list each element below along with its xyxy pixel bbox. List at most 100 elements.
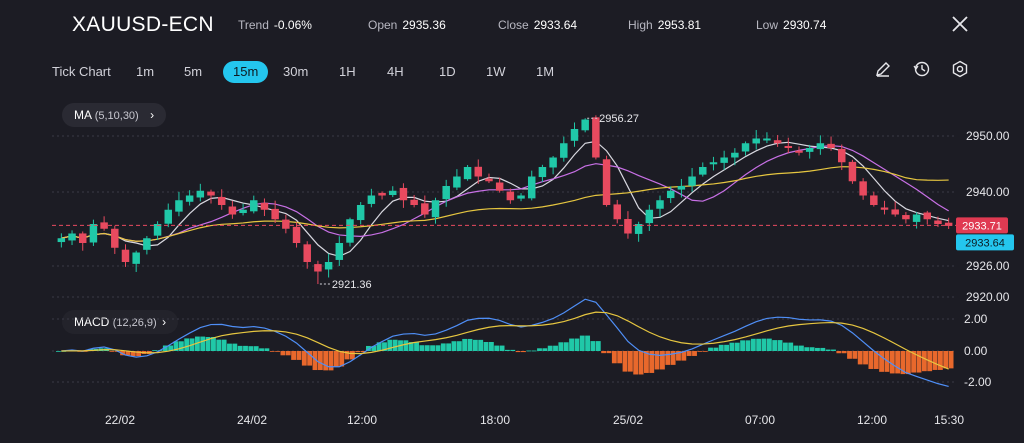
chevron-right-icon: › <box>150 108 155 122</box>
candle-up <box>175 200 183 212</box>
candle-up <box>517 195 525 199</box>
macd-hist-positive <box>483 341 489 351</box>
ma-indicator-pill[interactable]: MA (5,10,30) › <box>62 103 167 127</box>
macd-hist-positive <box>162 345 168 351</box>
candle-up <box>132 252 140 264</box>
candle-down <box>923 212 932 220</box>
ma10-line <box>61 145 949 242</box>
candle-up <box>688 176 696 186</box>
timeframe-5m[interactable]: 5m <box>184 64 203 79</box>
candle-up <box>699 167 707 175</box>
candle-down <box>410 199 418 205</box>
macd-hist-negative <box>916 351 922 373</box>
candle-down <box>421 203 429 215</box>
macd-hist-positive <box>505 349 510 351</box>
macd-hist-negative <box>676 351 681 361</box>
candle-down <box>827 143 835 148</box>
timeframe-1h[interactable]: 1H <box>339 64 356 79</box>
timeframe-1month[interactable]: 1M <box>536 64 555 79</box>
macd-hist-negative <box>360 351 366 353</box>
macd-hist-positive <box>820 347 826 351</box>
candle-up <box>239 209 247 214</box>
last-price-cyan-label: 2933.64 <box>965 237 1005 249</box>
macd-hist-positive <box>553 345 558 351</box>
timeframe-tick-chart[interactable]: Tick Chart <box>52 64 111 79</box>
candle-up <box>431 200 440 218</box>
macd-hist-negative <box>291 351 297 360</box>
macd-hist-positive <box>259 348 264 351</box>
candle-up <box>645 209 654 224</box>
macd-hist-negative <box>633 351 639 375</box>
macd-hist-positive <box>579 335 585 351</box>
candle-up <box>549 157 557 168</box>
macd-hist-positive <box>419 345 425 351</box>
macd-hist-positive <box>237 345 243 351</box>
timeframe-1m[interactable]: 1m <box>136 64 155 79</box>
candle-up <box>196 190 205 198</box>
timeframe-4h[interactable]: 4H <box>387 64 404 79</box>
macd-hist-positive <box>777 340 783 351</box>
candle-down <box>207 191 215 196</box>
candle-up <box>527 176 536 199</box>
macd-hist-negative <box>307 351 313 366</box>
macd-hist-negative <box>702 351 708 352</box>
macd-hist-positive <box>221 339 227 351</box>
timeframe-30m[interactable]: 30m <box>283 64 309 79</box>
candle-down <box>260 202 269 210</box>
candle-down <box>121 249 130 262</box>
macd-hist-negative <box>109 351 115 352</box>
candle-up <box>250 200 258 212</box>
macd-hist-positive <box>825 349 831 351</box>
pencil-icon[interactable] <box>874 60 892 78</box>
timeframe-1w[interactable]: 1W <box>486 64 506 79</box>
macd-hist-positive <box>713 347 719 351</box>
time-axis-label: 18:00 <box>480 413 510 427</box>
macd-hist-negative <box>943 351 949 369</box>
macd-hist-positive <box>793 345 799 351</box>
candle-up <box>816 143 825 150</box>
macd-params: (12,26,9) <box>112 317 157 329</box>
macd-hist-positive <box>168 345 174 351</box>
high-marker-label: 2956.27 <box>599 113 639 125</box>
settings-icon[interactable] <box>951 60 969 78</box>
ma5-line <box>61 140 949 257</box>
macd-hist-positive <box>804 347 810 351</box>
macd-hist-negative <box>836 351 842 354</box>
macd-hist-negative <box>847 351 852 359</box>
macd-hist-negative <box>82 351 88 352</box>
timeframe-bar: Tick Chart 1m 5m 15m 30m 1H 4H 1D 1W 1M <box>0 0 1024 83</box>
time-axis-label: 24/02 <box>237 413 267 427</box>
candle-up <box>57 238 66 243</box>
macd-hist-positive <box>574 338 580 351</box>
candle-down <box>848 161 857 182</box>
candle-down <box>271 208 279 220</box>
candle-down <box>378 192 386 196</box>
macd-hist-positive <box>205 336 211 351</box>
candle-down <box>217 196 226 205</box>
macd-hist-positive <box>766 338 772 351</box>
macd-hist-positive <box>563 342 569 351</box>
time-axis-label: 25/02 <box>613 413 643 427</box>
macd-axis-label: -2.00 <box>964 375 992 389</box>
close-icon[interactable] <box>950 14 970 34</box>
macd-hist-positive <box>264 348 270 351</box>
timeframe-1d[interactable]: 1D <box>439 64 456 79</box>
candle-down <box>613 204 621 220</box>
time-axis-label: 15:30 <box>934 413 964 427</box>
price-chart[interactable]: 2950.00 2940.00 2926.00 2920.00 2.00 0.00 -2.0… <box>0 90 1024 443</box>
timeframe-15m[interactable]: 15m <box>223 61 269 83</box>
macd-hist-positive <box>366 345 371 351</box>
macd-hist-positive <box>403 340 409 351</box>
macd-hist-negative <box>884 351 890 372</box>
candle-up <box>442 186 450 200</box>
macd-hist-positive <box>809 347 815 351</box>
stat-close: Close 2933.64 <box>498 18 578 32</box>
candle-up <box>185 195 194 202</box>
macd-hist-negative <box>275 351 280 352</box>
stat-open: Open 2935.36 <box>368 18 446 32</box>
macd-hist-positive <box>595 341 601 351</box>
macd-hist-positive <box>243 345 248 351</box>
candle-down <box>282 219 290 229</box>
history-icon[interactable] <box>913 60 931 78</box>
macd-hist-negative <box>617 351 623 364</box>
